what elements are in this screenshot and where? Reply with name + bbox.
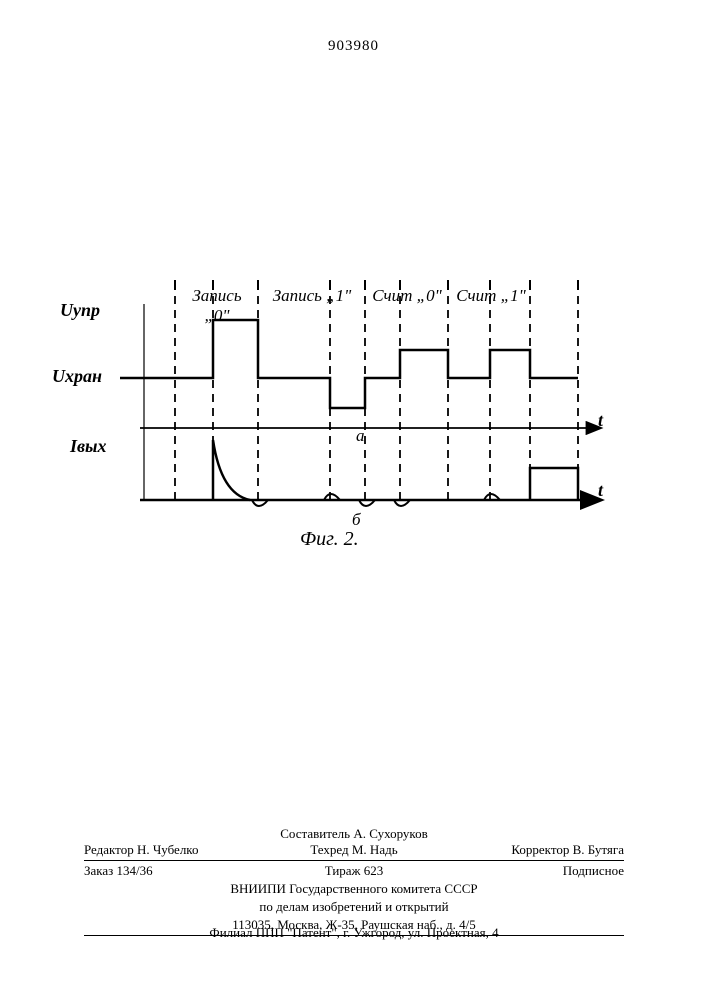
label-write-0: Запись „0" (178, 286, 256, 326)
tirage: Тираж 623 (264, 863, 444, 879)
editor: Редактор Н. Чубелко (84, 842, 264, 858)
label-b: б (352, 510, 361, 530)
label-t-axis1: t (598, 410, 603, 431)
label-read-0: Счит „0" (368, 286, 446, 306)
figure-label: Фиг. 2. (300, 528, 359, 551)
label-write-1: Запись „1" (262, 286, 362, 306)
subscription: Подписное (444, 863, 624, 879)
label-t-axis2: t (598, 480, 603, 501)
footer-rule-1 (84, 860, 624, 861)
label-read-1: Счит „1" (452, 286, 530, 306)
label-u-upr: Uупр (60, 300, 100, 321)
order-row: Заказ 134/36 Тираж 623 Подписное (84, 863, 624, 879)
footer-block: Составитель А. Сухоруков Редактор Н. Чуб… (84, 824, 624, 938)
label-u-hran: Uхран (52, 366, 102, 387)
order: Заказ 134/36 (84, 863, 264, 879)
label-i-vyh: Iвых (70, 436, 107, 457)
org2: по делам изобретений и открытий (84, 899, 624, 915)
timing-diagram: Uупр Uхран Iвых t t Запись „0" Запись „1… (100, 280, 620, 560)
corrector: Корректор В. Бутяга (444, 842, 624, 858)
branch-line: Филиал ППП "Патент", г. Ужгород, ул. Про… (84, 925, 624, 941)
label-a: а (356, 426, 365, 446)
org1: ВНИИПИ Государственного комитета СССР (84, 881, 624, 897)
compiler-line: Составитель А. Сухоруков (84, 826, 624, 842)
techred: Техред М. Надь (264, 842, 444, 858)
credits-row: Редактор Н. Чубелко Техред М. Надь Корре… (84, 842, 624, 858)
page-number: 903980 (0, 38, 707, 55)
